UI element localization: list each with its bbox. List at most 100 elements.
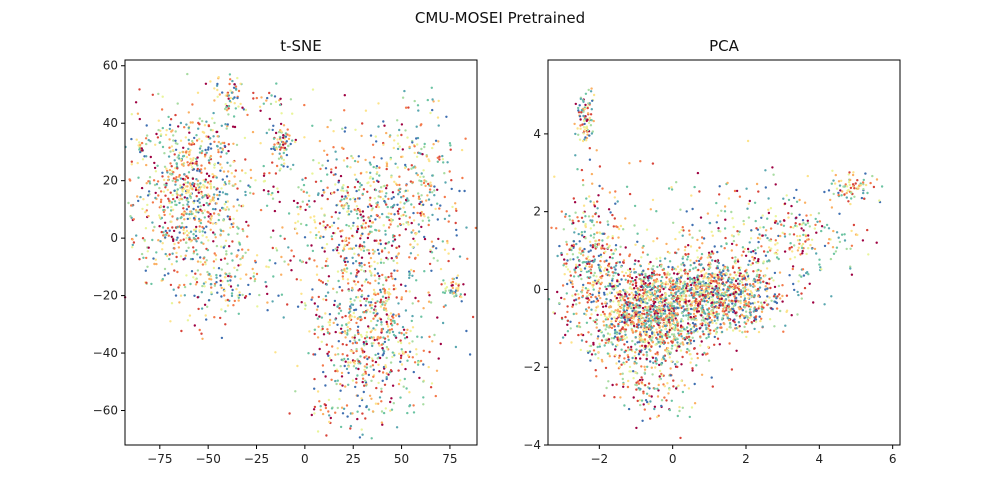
scatter-point xyxy=(244,190,247,194)
scatter-point xyxy=(374,353,377,357)
scatter-point xyxy=(330,215,333,219)
scatter-point xyxy=(643,365,646,368)
scatter-point xyxy=(609,284,612,287)
scatter-point xyxy=(656,312,659,315)
scatter-point xyxy=(148,182,152,185)
scatter-point xyxy=(145,209,148,212)
scatter-point xyxy=(378,166,381,169)
scatter-point xyxy=(305,261,308,264)
scatter-point xyxy=(209,154,213,158)
scatter-point xyxy=(244,158,247,161)
scatter-point xyxy=(216,145,219,148)
scatter-point xyxy=(226,262,229,265)
scatter-point xyxy=(214,258,218,261)
scatter-point xyxy=(657,323,660,327)
scatter-point xyxy=(652,279,656,282)
scatter-point xyxy=(307,352,310,355)
scatter-point xyxy=(162,234,165,237)
scatter-point xyxy=(703,273,706,276)
scatter-point xyxy=(615,383,618,386)
scatter-point xyxy=(619,265,623,268)
scatter-point xyxy=(203,216,206,219)
scatter-point xyxy=(192,236,196,240)
scatter-point xyxy=(389,400,392,404)
scatter-point xyxy=(210,214,213,218)
scatter-point xyxy=(365,278,368,281)
scatter-point xyxy=(299,205,302,208)
scatter-point xyxy=(651,315,654,318)
scatter-point xyxy=(259,142,262,145)
scatter-point xyxy=(454,345,458,349)
scatter-point xyxy=(195,249,198,252)
scatter-point xyxy=(237,89,241,93)
scatter-point xyxy=(218,209,222,212)
scatter-point xyxy=(151,93,154,97)
scatter-point xyxy=(653,291,657,294)
scatter-point xyxy=(276,138,279,141)
scatter-point xyxy=(416,243,419,246)
scatter-point xyxy=(325,260,328,263)
scatter-point xyxy=(695,287,698,291)
scatter-point xyxy=(696,352,699,355)
scatter-point xyxy=(208,277,211,281)
scatter-point xyxy=(327,354,330,357)
scatter-point xyxy=(206,305,209,308)
scatter-point xyxy=(640,344,644,347)
scatter-point xyxy=(209,185,213,188)
scatter-point xyxy=(224,299,227,302)
scatter-point xyxy=(184,151,188,154)
scatter-point xyxy=(390,275,393,278)
scatter-point xyxy=(668,294,671,298)
scatter-point xyxy=(666,305,669,308)
scatter-point xyxy=(625,322,628,326)
scatter-point xyxy=(195,240,198,243)
scatter-point xyxy=(355,178,358,181)
scatter-point xyxy=(185,199,188,202)
scatter-point xyxy=(642,280,645,283)
scatter-point xyxy=(676,365,679,369)
scatter-point xyxy=(370,379,373,382)
scatter-point xyxy=(212,186,216,189)
scatter-point xyxy=(409,329,412,333)
scatter-point xyxy=(599,296,602,300)
scatter-point xyxy=(322,188,325,192)
scatter-point xyxy=(169,150,172,153)
scatter-point xyxy=(145,155,148,158)
scatter-point xyxy=(665,274,668,277)
scatter-point xyxy=(176,102,179,105)
scatter-point xyxy=(213,166,216,169)
scatter-point xyxy=(217,148,220,152)
scatter-point xyxy=(182,154,186,158)
scatter-point xyxy=(233,175,236,178)
scatter-point xyxy=(313,377,316,381)
scatter-point xyxy=(632,306,636,310)
scatter-point xyxy=(324,406,328,410)
scatter-point xyxy=(265,204,269,207)
scatter-point xyxy=(185,229,189,233)
scatter-point xyxy=(321,364,325,367)
scatter-point xyxy=(678,282,682,286)
scatter-point xyxy=(272,229,275,232)
scatter-point xyxy=(358,404,361,408)
scatter-point xyxy=(393,234,396,238)
scatter-point xyxy=(619,306,623,310)
scatter-point xyxy=(374,328,377,331)
scatter-point xyxy=(422,307,425,310)
scatter-point xyxy=(408,256,411,259)
scatter-point xyxy=(316,317,319,320)
scatter-point xyxy=(196,253,199,256)
scatter-point xyxy=(708,261,711,264)
scatter-point xyxy=(362,372,366,376)
scatter-point xyxy=(624,292,627,295)
scatter-point xyxy=(717,261,720,265)
scatter-point xyxy=(138,148,141,151)
scatter-point xyxy=(593,271,596,275)
scatter-point xyxy=(191,103,194,106)
scatter-point xyxy=(303,307,307,311)
scatter-point xyxy=(220,286,223,290)
scatter-point xyxy=(738,282,741,285)
scatter-point xyxy=(338,331,341,335)
scatter-point xyxy=(302,190,305,193)
scatter-point xyxy=(359,304,363,307)
